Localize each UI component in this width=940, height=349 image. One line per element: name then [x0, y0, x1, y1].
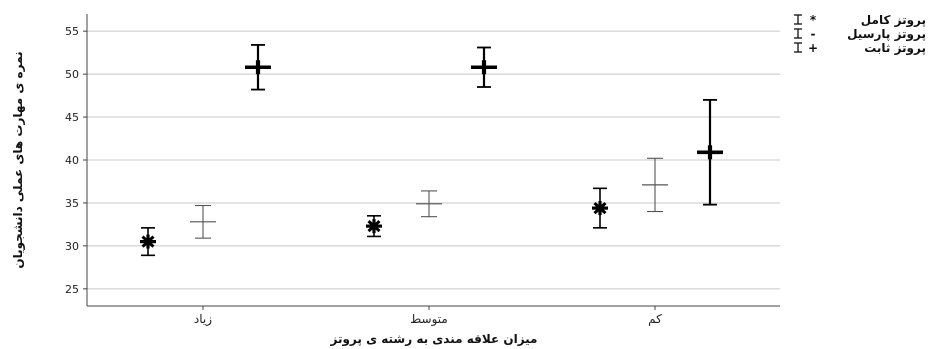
legend-item: * پروتز کامل [794, 13, 926, 28]
y-tick-label: 50 [65, 68, 79, 81]
plus-marker [471, 60, 497, 75]
legend-marker-symbol: + [808, 41, 818, 55]
legend-item: + پروتز ثابت [794, 41, 926, 56]
x-category-label: متوسط [410, 312, 448, 327]
series-group [140, 187, 608, 257]
y-tick-label: 25 [65, 283, 79, 296]
asterisk-marker [592, 201, 608, 216]
series-group [245, 44, 723, 206]
y-tick-label: 45 [65, 111, 79, 124]
y-tick-labels: 25 30 35 40 45 50 55 [65, 25, 87, 296]
y-tick-label: 30 [65, 240, 79, 253]
legend-label: پروتز پارسیل [847, 27, 926, 42]
series-layer [140, 44, 723, 257]
legend-marker-symbol: * [810, 13, 817, 27]
y-tick-label: 40 [65, 154, 79, 167]
legend-label: پروتز کامل [861, 13, 926, 28]
legend-item: - پروتز پارسیل [794, 27, 926, 42]
x-category-label: زیاد [194, 312, 212, 327]
series-group [190, 157, 668, 239]
gridlines [87, 30, 780, 290]
x-category-label: کم [648, 312, 662, 326]
legend: * پروتز کامل - پروتز پارسیل + پروتز ثابت [794, 13, 926, 56]
y-tick-label: 55 [65, 25, 79, 38]
y-axis-title: نمره ی مهارت های عملی دانشجویان [11, 51, 26, 268]
plus-marker [697, 145, 723, 160]
x-category-labels: زیاد متوسط کم [194, 306, 662, 327]
asterisk-marker [140, 234, 156, 249]
x-axis-title: میزان علاقه مندی به رشته ی پروتز [330, 332, 538, 347]
y-tick-label: 35 [65, 197, 79, 210]
legend-label: پروتز ثابت [864, 41, 926, 56]
plus-marker [245, 60, 271, 75]
legend-marker-symbol: - [811, 27, 816, 41]
asterisk-marker [366, 219, 382, 234]
